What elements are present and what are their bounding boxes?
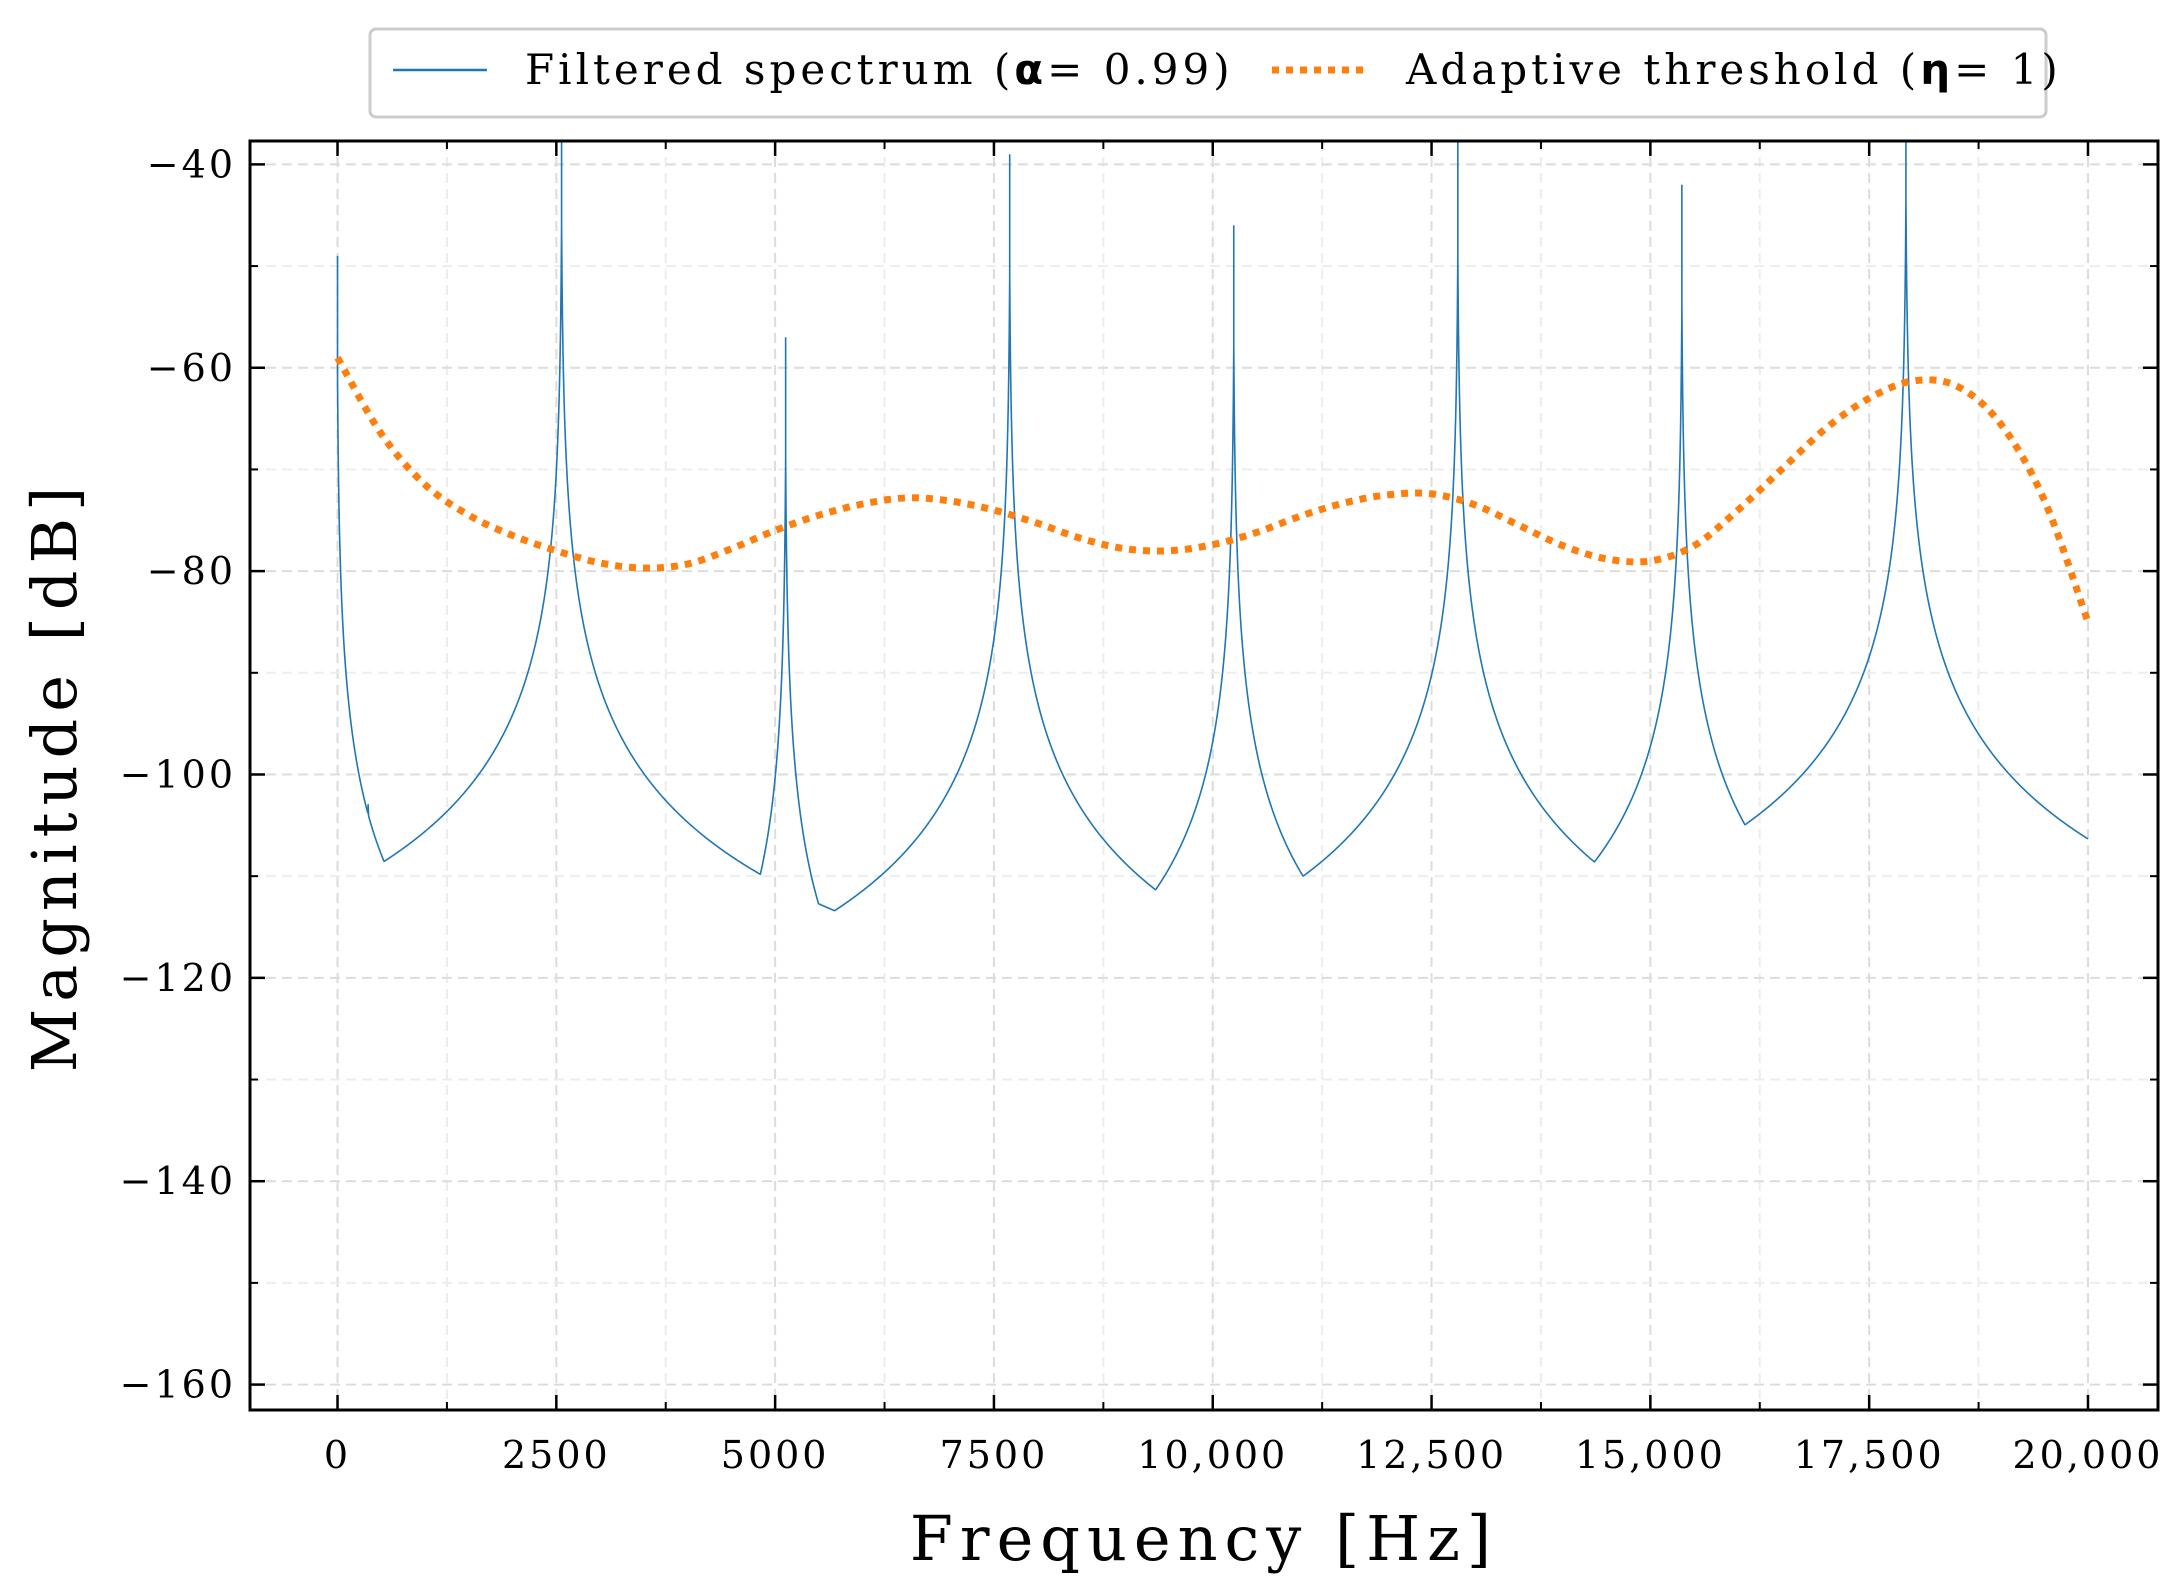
legend: Filtered spectrum (α= 0.99) Adaptive thr… [368, 27, 2062, 119]
axis-ticks: 0 2500 5000 7500 10,000 12,500 15,000 17,500 20,… [120, 141, 2163, 1477]
x-tick-label: 5000 [721, 1433, 830, 1477]
alpha-symbol: α [1014, 45, 1047, 94]
x-tick-label: 10,000 [1137, 1433, 1288, 1477]
x-tick-label: 12,500 [1356, 1433, 1507, 1477]
legend-label-suffix: = 1) [1954, 45, 2062, 94]
filtered-spectrum-line [336, 141, 2089, 912]
y-tick-label: −140 [120, 1159, 236, 1203]
y-axis-title: Magnitude [dB] [18, 480, 91, 1072]
eta-symbol: η [1920, 45, 1954, 94]
legend-box [368, 27, 2048, 119]
legend-label-adaptive-threshold: Adaptive threshold (η= 1) [1405, 45, 2062, 94]
legend-label-suffix: = 0.99) [1047, 45, 1233, 94]
x-axis-title: Frequency [Hz] [910, 1502, 1498, 1575]
y-tick-label: −80 [147, 549, 236, 593]
x-tick-label: 2500 [502, 1433, 611, 1477]
legend-label-prefix: Filtered spectrum ( [525, 45, 1014, 94]
y-tick-label: −100 [120, 752, 236, 796]
x-tick-label: 17,500 [1794, 1433, 1945, 1477]
x-tick-label: 20,000 [2012, 1433, 2163, 1477]
x-tick-label: 7500 [940, 1433, 1049, 1477]
legend-label-prefix: Adaptive threshold ( [1405, 45, 1920, 94]
y-tick-label: −120 [120, 956, 236, 1000]
y-tick-label: −160 [120, 1363, 236, 1407]
adaptive-threshold-line [334, 355, 2092, 624]
series-layer [334, 141, 2092, 912]
y-tick-label: −40 [147, 142, 236, 186]
grid-lines [250, 141, 2158, 1410]
y-tick-label: −60 [147, 346, 236, 390]
x-tick-label: 0 [324, 1433, 351, 1477]
legend-label-filtered-spectrum: Filtered spectrum (α= 0.99) [525, 45, 1234, 94]
x-tick-label: 15,000 [1575, 1433, 1726, 1477]
